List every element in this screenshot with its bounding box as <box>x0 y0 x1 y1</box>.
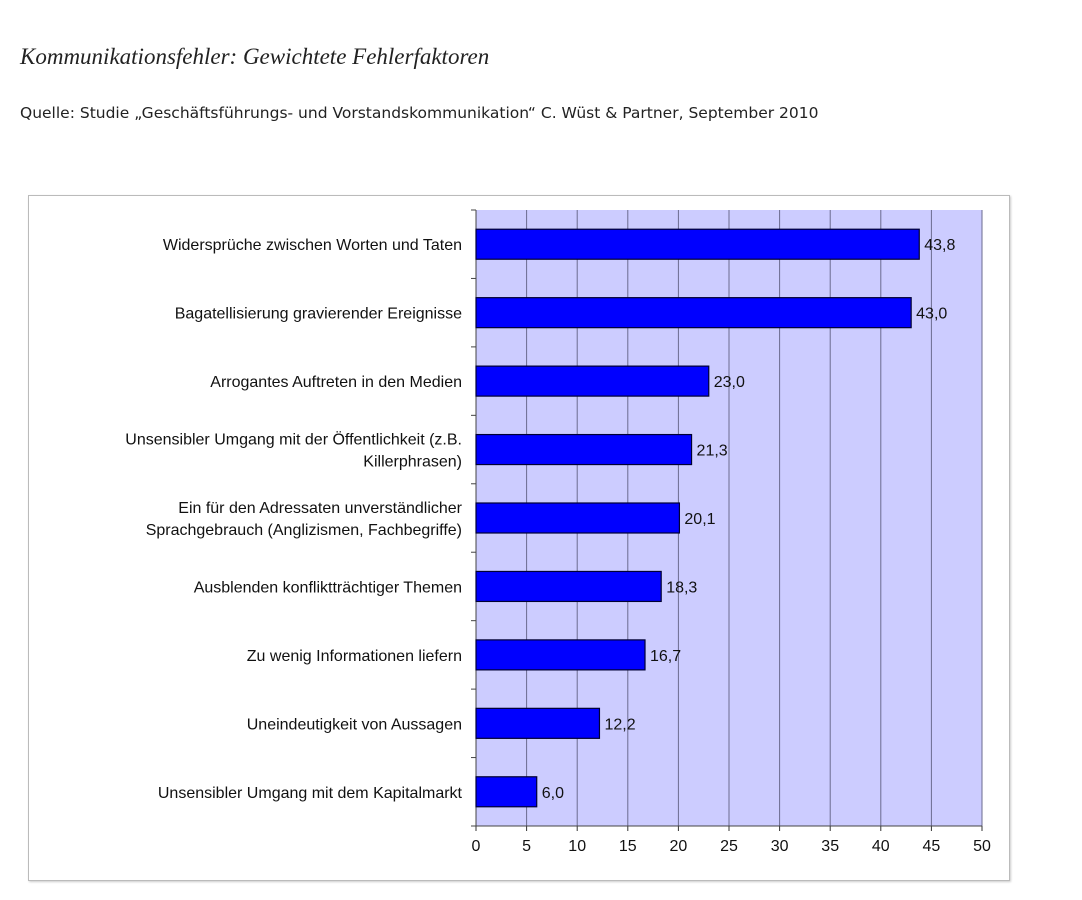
category-label: Sprachgebrauch (Anglizismen, Fachbegriff… <box>146 522 462 539</box>
value-label: 43,0 <box>916 306 947 323</box>
chart-title: Kommunikationsfehler: Gewichtete Fehlerf… <box>20 44 490 69</box>
category-label: Ausblenden konfliktträchtiger Themen <box>194 579 462 596</box>
bar <box>475 228 920 260</box>
bar <box>475 570 662 603</box>
category-label: Unsensibler Umgang mit dem Kapitalmarkt <box>158 785 463 802</box>
value-label: 18,3 <box>666 579 697 596</box>
x-tick-label: 45 <box>923 838 941 855</box>
bar <box>475 433 693 466</box>
category-label: Widersprüche zwischen Worten und Taten <box>163 237 462 254</box>
x-tick-label: 10 <box>568 838 586 855</box>
chart-subtitle: Quelle: Studie „Geschäftsführungs- und V… <box>20 104 819 122</box>
x-tick-label: 35 <box>821 838 839 855</box>
value-label: 21,3 <box>697 443 728 460</box>
x-tick-label: 15 <box>619 838 637 855</box>
value-label: 6,0 <box>542 785 564 802</box>
x-tick-label: 0 <box>472 838 481 855</box>
bar <box>475 297 912 329</box>
category-label: Zu wenig Informationen liefern <box>247 648 462 665</box>
category-label: Ein für den Adressaten unverständlicher <box>178 500 462 517</box>
value-label: 20,1 <box>684 511 715 528</box>
x-tick-label: 50 <box>973 838 991 855</box>
x-tick-label: 20 <box>670 838 688 855</box>
bar <box>475 776 538 808</box>
x-tick-label: 40 <box>872 838 890 855</box>
category-label: Bagatellisierung gravierender Ereignisse <box>175 306 462 323</box>
value-label: 16,7 <box>650 648 681 665</box>
chart-frame <box>28 195 1010 881</box>
value-label: 12,2 <box>604 716 635 733</box>
category-label: Uneindeutigkeit von Aussagen <box>247 716 462 733</box>
category-label: Arrogantes Auftreten in den Medien <box>210 374 462 391</box>
bar <box>475 365 710 397</box>
x-tick-label: 5 <box>522 838 531 855</box>
bar <box>475 639 646 671</box>
category-label: Killerphrasen) <box>363 454 462 471</box>
value-label: 23,0 <box>714 374 745 391</box>
bar <box>475 502 681 534</box>
value-label: 43,8 <box>924 237 955 254</box>
x-tick-label: 25 <box>720 838 738 855</box>
category-label: Unsensibler Umgang mit der Öffentlichkei… <box>125 431 462 449</box>
bar <box>475 707 601 739</box>
x-tick-label: 30 <box>771 838 789 855</box>
